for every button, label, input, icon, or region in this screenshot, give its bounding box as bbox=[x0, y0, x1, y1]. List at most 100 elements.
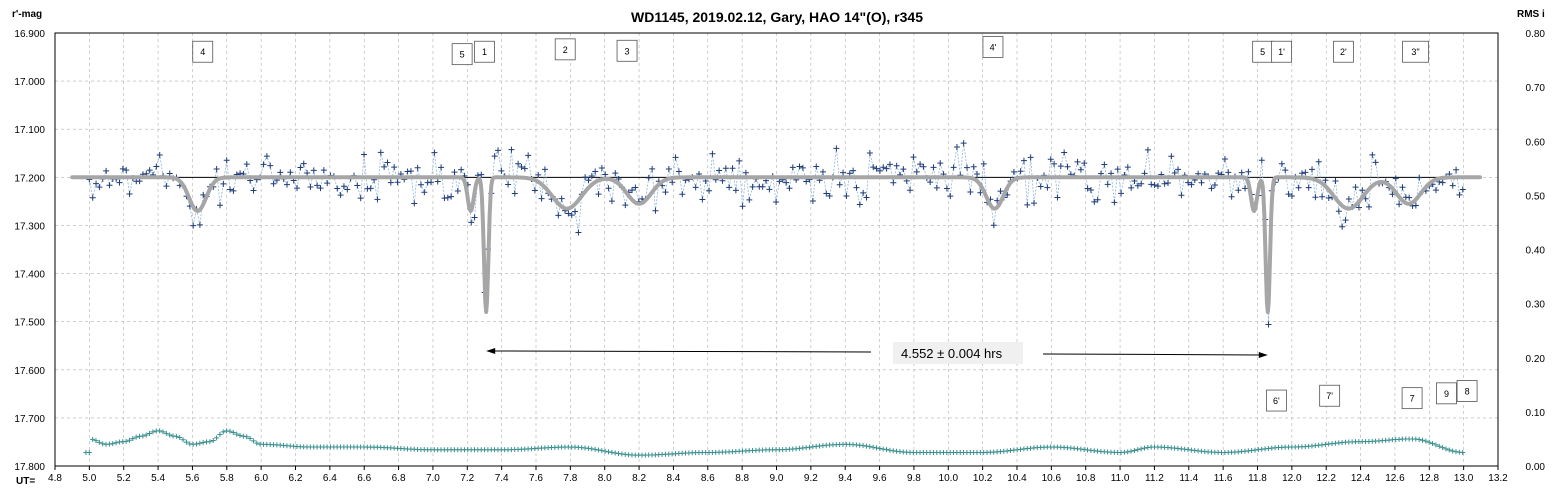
data-point bbox=[300, 160, 307, 167]
data-point bbox=[1322, 177, 1329, 184]
rms-point bbox=[106, 441, 112, 447]
rms-point bbox=[200, 439, 206, 445]
x-tick-label: 12.0 bbox=[1282, 473, 1302, 484]
data-point bbox=[990, 222, 997, 229]
data-point bbox=[910, 154, 917, 161]
data-point bbox=[1312, 194, 1319, 201]
event-label: 2 bbox=[563, 45, 568, 55]
rms-point bbox=[1443, 446, 1449, 452]
data-point bbox=[381, 163, 388, 170]
data-point bbox=[1278, 160, 1285, 167]
rms-point bbox=[605, 449, 611, 455]
data-point bbox=[421, 189, 428, 196]
x-tick-label: 5.2 bbox=[117, 473, 131, 484]
data-point bbox=[1027, 154, 1034, 161]
x-tick-label: 5.6 bbox=[185, 473, 199, 484]
x-tick-label: 12.6 bbox=[1385, 473, 1405, 484]
data-point bbox=[860, 189, 867, 196]
data-point bbox=[706, 187, 713, 194]
x-tick-label: 7.4 bbox=[495, 473, 509, 484]
data-point bbox=[190, 222, 197, 229]
data-point bbox=[294, 185, 301, 192]
data-point bbox=[920, 163, 927, 170]
rms-point bbox=[592, 446, 598, 452]
data-point bbox=[967, 188, 974, 195]
right-tick-label: 0.00 bbox=[1526, 462, 1546, 473]
rms-point bbox=[1125, 449, 1131, 455]
x-tick-label: 7.6 bbox=[529, 473, 543, 484]
left-tick-label: 17.600 bbox=[14, 366, 45, 377]
data-point bbox=[629, 187, 636, 194]
data-point bbox=[1345, 195, 1352, 202]
event-label-box bbox=[474, 40, 495, 63]
data-point bbox=[1114, 166, 1121, 173]
data-point bbox=[119, 165, 126, 172]
x-tick-label: 9.4 bbox=[838, 473, 852, 484]
rms-point bbox=[863, 443, 869, 449]
event-label-box bbox=[451, 43, 473, 66]
event-label: 9 bbox=[1444, 389, 1449, 399]
x-tick-label: 10.2 bbox=[973, 473, 993, 484]
data-point bbox=[1044, 184, 1051, 191]
data-point bbox=[1305, 184, 1312, 191]
data-point bbox=[1335, 208, 1342, 215]
data-point bbox=[508, 146, 515, 153]
data-point bbox=[608, 198, 615, 205]
data-point bbox=[270, 180, 277, 187]
data-point bbox=[1228, 193, 1235, 200]
data-point bbox=[588, 172, 595, 179]
data-point bbox=[598, 165, 605, 172]
x-tick-label: 13.2 bbox=[1488, 473, 1508, 484]
data-point bbox=[1020, 157, 1027, 164]
data-point bbox=[126, 191, 133, 198]
x-tick-label: 11.6 bbox=[1214, 473, 1233, 484]
data-point bbox=[223, 157, 230, 164]
data-point bbox=[1118, 190, 1125, 197]
left-tick-label: 17.200 bbox=[14, 173, 45, 184]
rms-point bbox=[1135, 447, 1141, 453]
data-point bbox=[146, 167, 153, 174]
event-label-box bbox=[1401, 387, 1423, 410]
data-point bbox=[535, 171, 542, 178]
rms-point bbox=[609, 449, 615, 455]
rms-point bbox=[1446, 447, 1452, 453]
data-point bbox=[1208, 185, 1215, 192]
data-point bbox=[669, 179, 676, 186]
x-tick-label: 4.8 bbox=[48, 473, 62, 484]
data-point bbox=[498, 167, 505, 174]
rms-point bbox=[887, 447, 893, 453]
data-point bbox=[213, 165, 220, 172]
rms-point bbox=[100, 441, 106, 447]
data-point bbox=[883, 165, 890, 172]
data-point bbox=[1416, 174, 1423, 181]
data-point bbox=[1309, 166, 1316, 173]
data-point bbox=[1211, 182, 1218, 189]
event-label-box bbox=[1436, 382, 1457, 405]
data-point bbox=[960, 140, 967, 147]
rms-point bbox=[197, 440, 203, 446]
data-point bbox=[1104, 181, 1111, 188]
data-point bbox=[123, 167, 130, 174]
right-tick-label: 0.50 bbox=[1526, 191, 1546, 202]
data-point bbox=[568, 212, 575, 219]
data-point bbox=[538, 195, 545, 202]
data-point bbox=[297, 164, 304, 171]
data-point bbox=[1242, 185, 1249, 192]
event-label: 7' bbox=[1326, 391, 1333, 401]
data-point bbox=[970, 163, 977, 170]
rms-point bbox=[227, 428, 233, 434]
data-point bbox=[394, 179, 401, 186]
data-point bbox=[1399, 184, 1406, 191]
data-point bbox=[783, 179, 790, 186]
data-point bbox=[1365, 203, 1372, 210]
right-axis-label: RMS i bbox=[1517, 9, 1545, 20]
data-point bbox=[515, 160, 522, 167]
x-tick-label: 11.0 bbox=[1111, 473, 1130, 484]
rms-point bbox=[247, 436, 253, 442]
data-point bbox=[384, 159, 391, 166]
rms-point bbox=[90, 436, 96, 442]
data-point bbox=[1101, 161, 1108, 168]
rms-point bbox=[1436, 443, 1442, 449]
x-tick-label: 6.2 bbox=[289, 473, 303, 484]
event-label: 7 bbox=[1410, 394, 1415, 404]
